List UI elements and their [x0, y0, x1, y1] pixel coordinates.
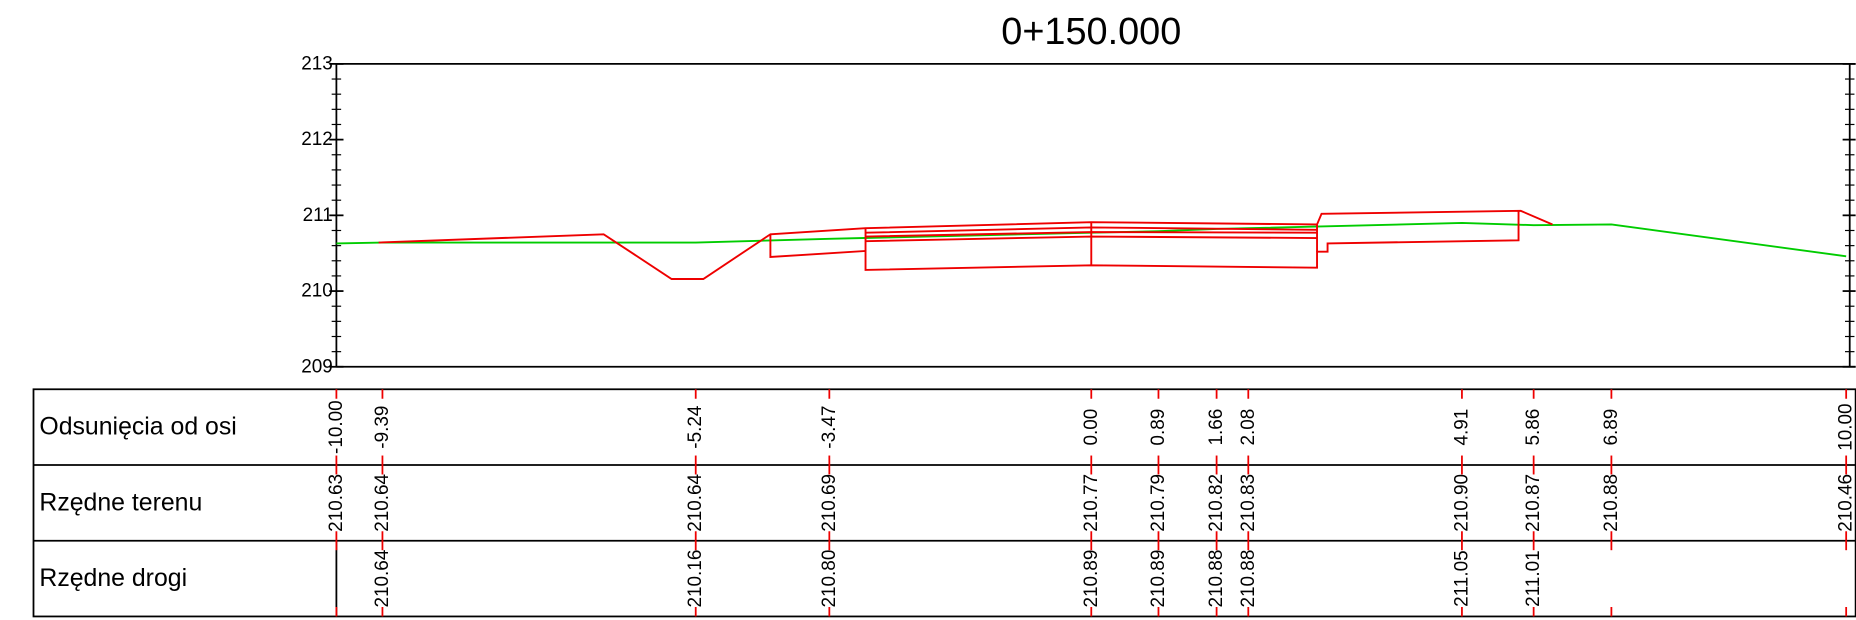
- cell-value: 6.89: [1601, 409, 1622, 446]
- cell-value: 210.64: [685, 474, 706, 532]
- cell-value: 5.86: [1523, 409, 1544, 446]
- chart-title: 0+150.000: [1001, 11, 1181, 53]
- cell-value: 10.00: [1836, 403, 1856, 450]
- y-tick-label: 211: [303, 205, 333, 226]
- cell-value: 210.46: [1836, 474, 1856, 532]
- cell-value: -5.24: [685, 406, 706, 449]
- cell-value: -10.00: [326, 400, 347, 454]
- cell-value: 210.64: [372, 474, 393, 532]
- y-tick-label: 210: [301, 281, 333, 302]
- cell-value: 210.79: [1148, 474, 1169, 532]
- cell-value: -3.47: [819, 406, 840, 449]
- cell-value: 210.63: [326, 474, 347, 532]
- cell-value: 4.91: [1451, 409, 1472, 446]
- cell-value: -9.39: [372, 406, 393, 449]
- plot: 209 210 211 212 213: [301, 53, 1856, 377]
- cell-value: 211.05: [1451, 550, 1472, 606]
- y-tick-label: 209: [301, 356, 333, 377]
- cell-value: 210.90: [1451, 474, 1472, 532]
- cell-value: 1.66: [1206, 409, 1227, 446]
- cell-value: 0.00: [1081, 409, 1102, 446]
- cell-value: 0.89: [1148, 409, 1169, 446]
- cell-value: 210.88: [1206, 550, 1227, 608]
- cell-value: 210.83: [1238, 474, 1259, 532]
- cell-value: 210.88: [1238, 550, 1259, 608]
- cell-value: 210.82: [1206, 474, 1227, 532]
- cell-value: 210.80: [819, 550, 840, 608]
- cell-value: 210.87: [1523, 474, 1544, 532]
- table: Odsunięcia od osi Rzędne terenu Rzędne dro…: [32, 388, 1856, 618]
- profile-line: [336, 221, 1847, 258]
- y-tick-label: 213: [301, 53, 333, 74]
- y-tick-label: 212: [301, 129, 333, 150]
- cell-value: 210.77: [1081, 474, 1102, 532]
- cell-value: 211.01: [1523, 550, 1544, 606]
- row-label: Rzędne drogi: [39, 565, 187, 592]
- cell-value: 210.89: [1081, 550, 1102, 608]
- row-label: Odsunięcia od osi: [39, 414, 236, 441]
- cell-value: 2.08: [1238, 409, 1259, 446]
- cell-value: 210.89: [1148, 550, 1169, 608]
- row-label: Rzędne terenu: [39, 489, 202, 516]
- cell-value: 210.16: [685, 550, 706, 608]
- cell-value: 210.64: [372, 550, 393, 608]
- table-frame: [32, 388, 1856, 618]
- cell-value: 210.88: [1601, 474, 1622, 532]
- profile-line: [769, 210, 1520, 271]
- cell-value: 210.69: [819, 474, 840, 532]
